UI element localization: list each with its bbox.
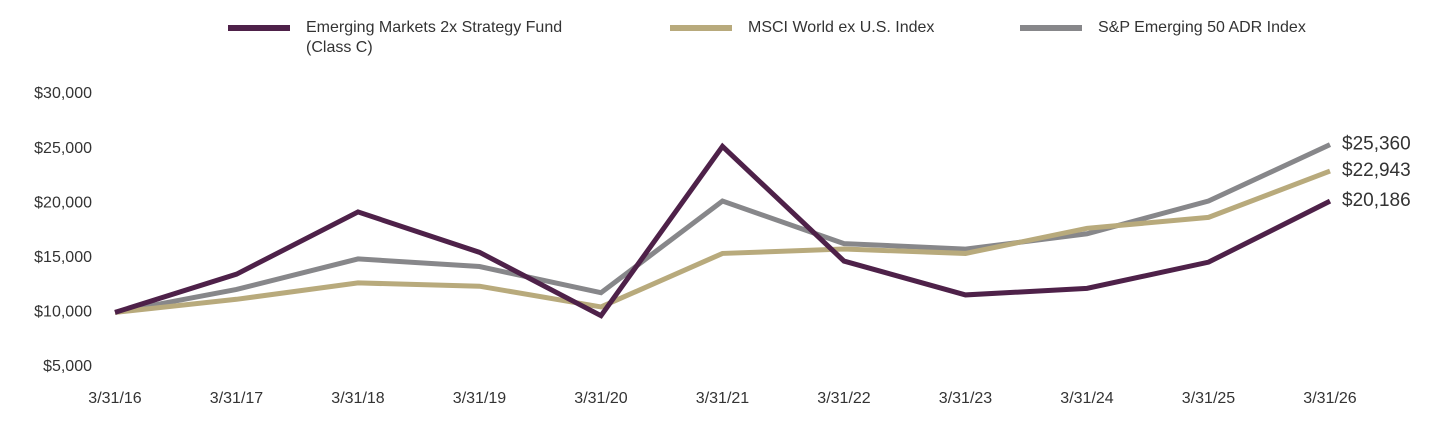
x-tick-label: 3/31/21: [696, 390, 749, 407]
value-label: $22,943: [1342, 160, 1411, 181]
value-label: $20,186: [1342, 190, 1411, 211]
x-tick-label: 3/31/20: [574, 390, 627, 407]
legend-item: S&P Emerging 50 ADR Index: [1020, 18, 1358, 38]
legend-label: Emerging Markets 2x Strategy Fund (Class…: [306, 19, 563, 56]
series-line: [114, 142, 1332, 319]
y-tick-label: $30,000: [34, 85, 92, 102]
x-tick-label: 3/31/18: [331, 390, 384, 407]
y-tick-label: $15,000: [34, 249, 92, 266]
x-tick-label: 3/31/19: [453, 390, 506, 407]
legend-label: MSCI World ex U.S. Index: [748, 19, 935, 36]
x-tick-label: 3/31/16: [88, 390, 141, 407]
series-line: [114, 168, 1331, 315]
y-tick-label: $20,000: [34, 194, 92, 211]
value-label: $25,360: [1342, 134, 1411, 155]
legend-label: S&P Emerging 50 ADR Index: [1098, 19, 1306, 36]
y-tick-label: $25,000: [34, 140, 92, 157]
legend-item: Emerging Markets 2x Strategy Fund (Class…: [228, 18, 606, 58]
x-tick-label: 3/31/24: [1060, 390, 1113, 407]
legend-item: MSCI World ex U.S. Index: [670, 18, 988, 38]
legend-swatch: [670, 25, 732, 31]
x-tick-label: 3/31/17: [210, 390, 263, 407]
x-tick-label: 3/31/26: [1303, 390, 1356, 407]
x-tick-label: 3/31/22: [817, 390, 870, 407]
y-tick-label: $10,000: [34, 304, 92, 321]
legend-swatch: [1020, 25, 1082, 31]
x-tick-label: 3/31/25: [1182, 390, 1235, 407]
x-tick-label: 3/31/23: [939, 390, 992, 407]
series-line: [114, 142, 1332, 315]
legend-swatch: [228, 25, 290, 31]
y-tick-label: $5,000: [43, 358, 92, 375]
